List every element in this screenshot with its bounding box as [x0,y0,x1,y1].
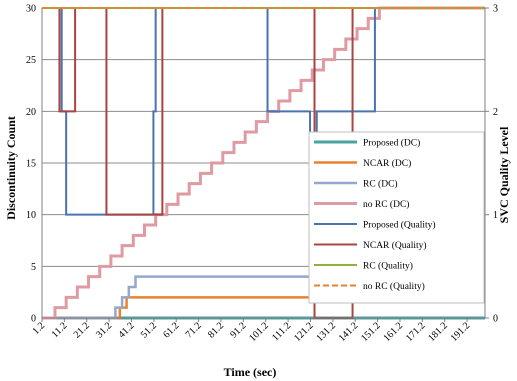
y-tick-label-2: 10 [26,210,36,221]
right-axis-title: SVC Quality Level [497,126,511,223]
series-line-3 [42,6,485,320]
x-tick-label-6: 61.2 [161,320,181,340]
x-tick-label-15: 151.2 [359,320,383,344]
y-tick-label-1: 5 [31,262,36,273]
series-line-2 [42,275,485,320]
legend-label-0: Proposed (DC) [363,138,420,149]
x-tick-label-13: 131.2 [314,320,338,344]
y2-tick-label-2: 2 [493,107,498,118]
x-tick-label-9: 91.2 [228,320,248,340]
x-tick-label-3: 31.2 [94,320,114,340]
x-tick-label-19: 191.2 [449,320,473,344]
y-tick-label-5: 25 [26,55,36,66]
x-tick-label-8: 81.2 [206,320,226,340]
x-tick-label-17: 171.2 [404,320,428,344]
legend-label-2: RC (DC) [363,179,398,190]
left-axis-title: Discontinuity Count [4,116,18,220]
axes [41,8,486,319]
legend-label-3: no RC (DC) [363,199,409,210]
x-tick-label-4: 41.2 [116,320,136,340]
x-axis-ticks: 1.2 11.2 21.2 31.2 41.2 51.2 61.2 71.2 81.2 91.21… [31,318,473,344]
y2-tick-label-1: 1 [493,210,498,221]
y-tick-label-0: 0 [31,314,36,325]
x-tick-label-12: 121.2 [292,320,316,344]
x-tick-label-7: 71.2 [184,320,204,340]
right-axis-ticks: 0 1 2 3 [485,4,498,325]
x-tick-label-10: 101.2 [247,320,271,344]
legend-label-7: no RC (Quality) [363,281,425,292]
legend-label-4: Proposed (Quality) [363,220,436,231]
y2-tick-label-3: 3 [493,4,498,15]
y2-tick-label-0: 0 [493,314,498,325]
y-tick-label-6: 30 [26,4,36,15]
y-tick-label-3: 15 [26,159,36,170]
x-axis-title: Time (sec) [224,365,277,379]
legend-label-6: RC (Quality) [363,261,413,272]
y-tick-label-4: 20 [26,107,36,118]
x-tick-label-14: 141.2 [337,320,361,344]
x-tick-label-18: 181.2 [426,320,450,344]
legend-box [308,131,485,304]
legend-label-1: NCAR (DC) [363,158,411,169]
x-tick-label-11: 111.2 [270,320,293,343]
x-tick-label-1: 11.2 [50,320,70,340]
x-tick-label-16: 161.2 [381,320,405,344]
x-tick-label-5: 51.2 [139,320,159,340]
legend-label-5: NCAR (Quality) [363,240,427,251]
legend: Proposed (DC) NCAR (DC) RC (DC) no RC (DC) P… [308,131,485,304]
left-axis-ticks: 0 5 10 15 20 25 30 [26,4,36,325]
x-tick-label-2: 21.2 [72,320,92,340]
